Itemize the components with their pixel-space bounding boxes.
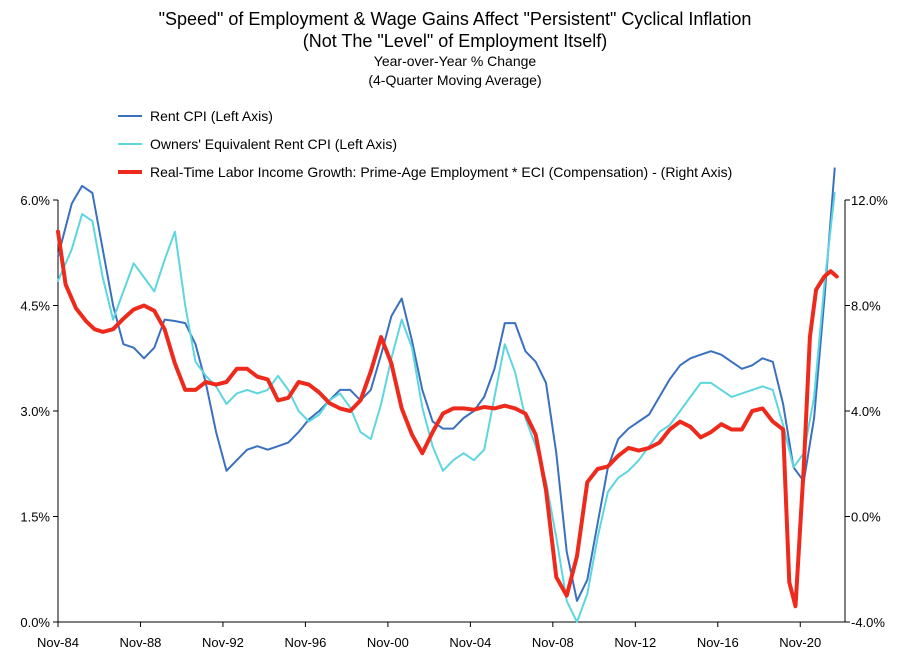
right-axis-tick-label: 0.0% <box>851 510 881 525</box>
x-axis-tick-label: Nov-04 <box>449 635 491 650</box>
chart-title-line2: (Not The "Level" of Employment Itself) <box>302 31 608 51</box>
right-axis-tick-label: -4.0% <box>851 615 885 630</box>
series-line-1 <box>57 192 836 623</box>
x-axis-tick-label: Nov-92 <box>202 635 244 650</box>
chart-subtitle-line2: (4-Quarter Moving Average) <box>368 72 542 88</box>
right-axis-tick-label: 4.0% <box>851 404 881 419</box>
x-axis-tick-label: Nov-12 <box>614 635 656 650</box>
right-axis-tick-label: 8.0% <box>851 299 881 314</box>
x-axis-tick-label: Nov-08 <box>532 635 574 650</box>
x-axis-tick-label: Nov-00 <box>367 635 409 650</box>
x-axis-tick-label: Nov-96 <box>284 635 326 650</box>
left-axis-tick-label: 3.0% <box>20 404 50 419</box>
chart-titles: "Speed" of Employment & Wage Gains Affec… <box>0 8 910 90</box>
legend-swatch-labor-income <box>118 170 142 174</box>
x-axis-tick-label: Nov-84 <box>37 635 79 650</box>
left-axis-tick-label: 6.0% <box>20 193 50 208</box>
legend-swatch-rent-cpi <box>118 115 142 117</box>
legend-label-oer-cpi: Owners' Equivalent Rent CPI (Left Axis) <box>150 136 397 152</box>
chart-subtitle: Year-over-Year % Change <box>373 53 537 69</box>
x-axis-tick-label: Nov-16 <box>697 635 739 650</box>
chart-title: "Speed" of Employment & Wage Gains Affec… <box>158 9 752 29</box>
series-line-2 <box>56 229 839 609</box>
left-axis-tick-label: 1.5% <box>20 510 50 525</box>
legend-swatch-oer-cpi <box>118 143 142 145</box>
x-axis-tick-label: Nov-20 <box>779 635 821 650</box>
x-axis-tick-label: Nov-88 <box>120 635 162 650</box>
legend-label-labor-income: Real-Time Labor Income Growth: Prime-Age… <box>150 164 733 180</box>
right-axis-tick-label: 12.0% <box>851 193 888 208</box>
legend-label-rent-cpi: Rent CPI (Left Axis) <box>150 108 273 124</box>
left-axis-tick-label: 4.5% <box>20 299 50 314</box>
left-axis-tick-label: 0.0% <box>20 615 50 630</box>
